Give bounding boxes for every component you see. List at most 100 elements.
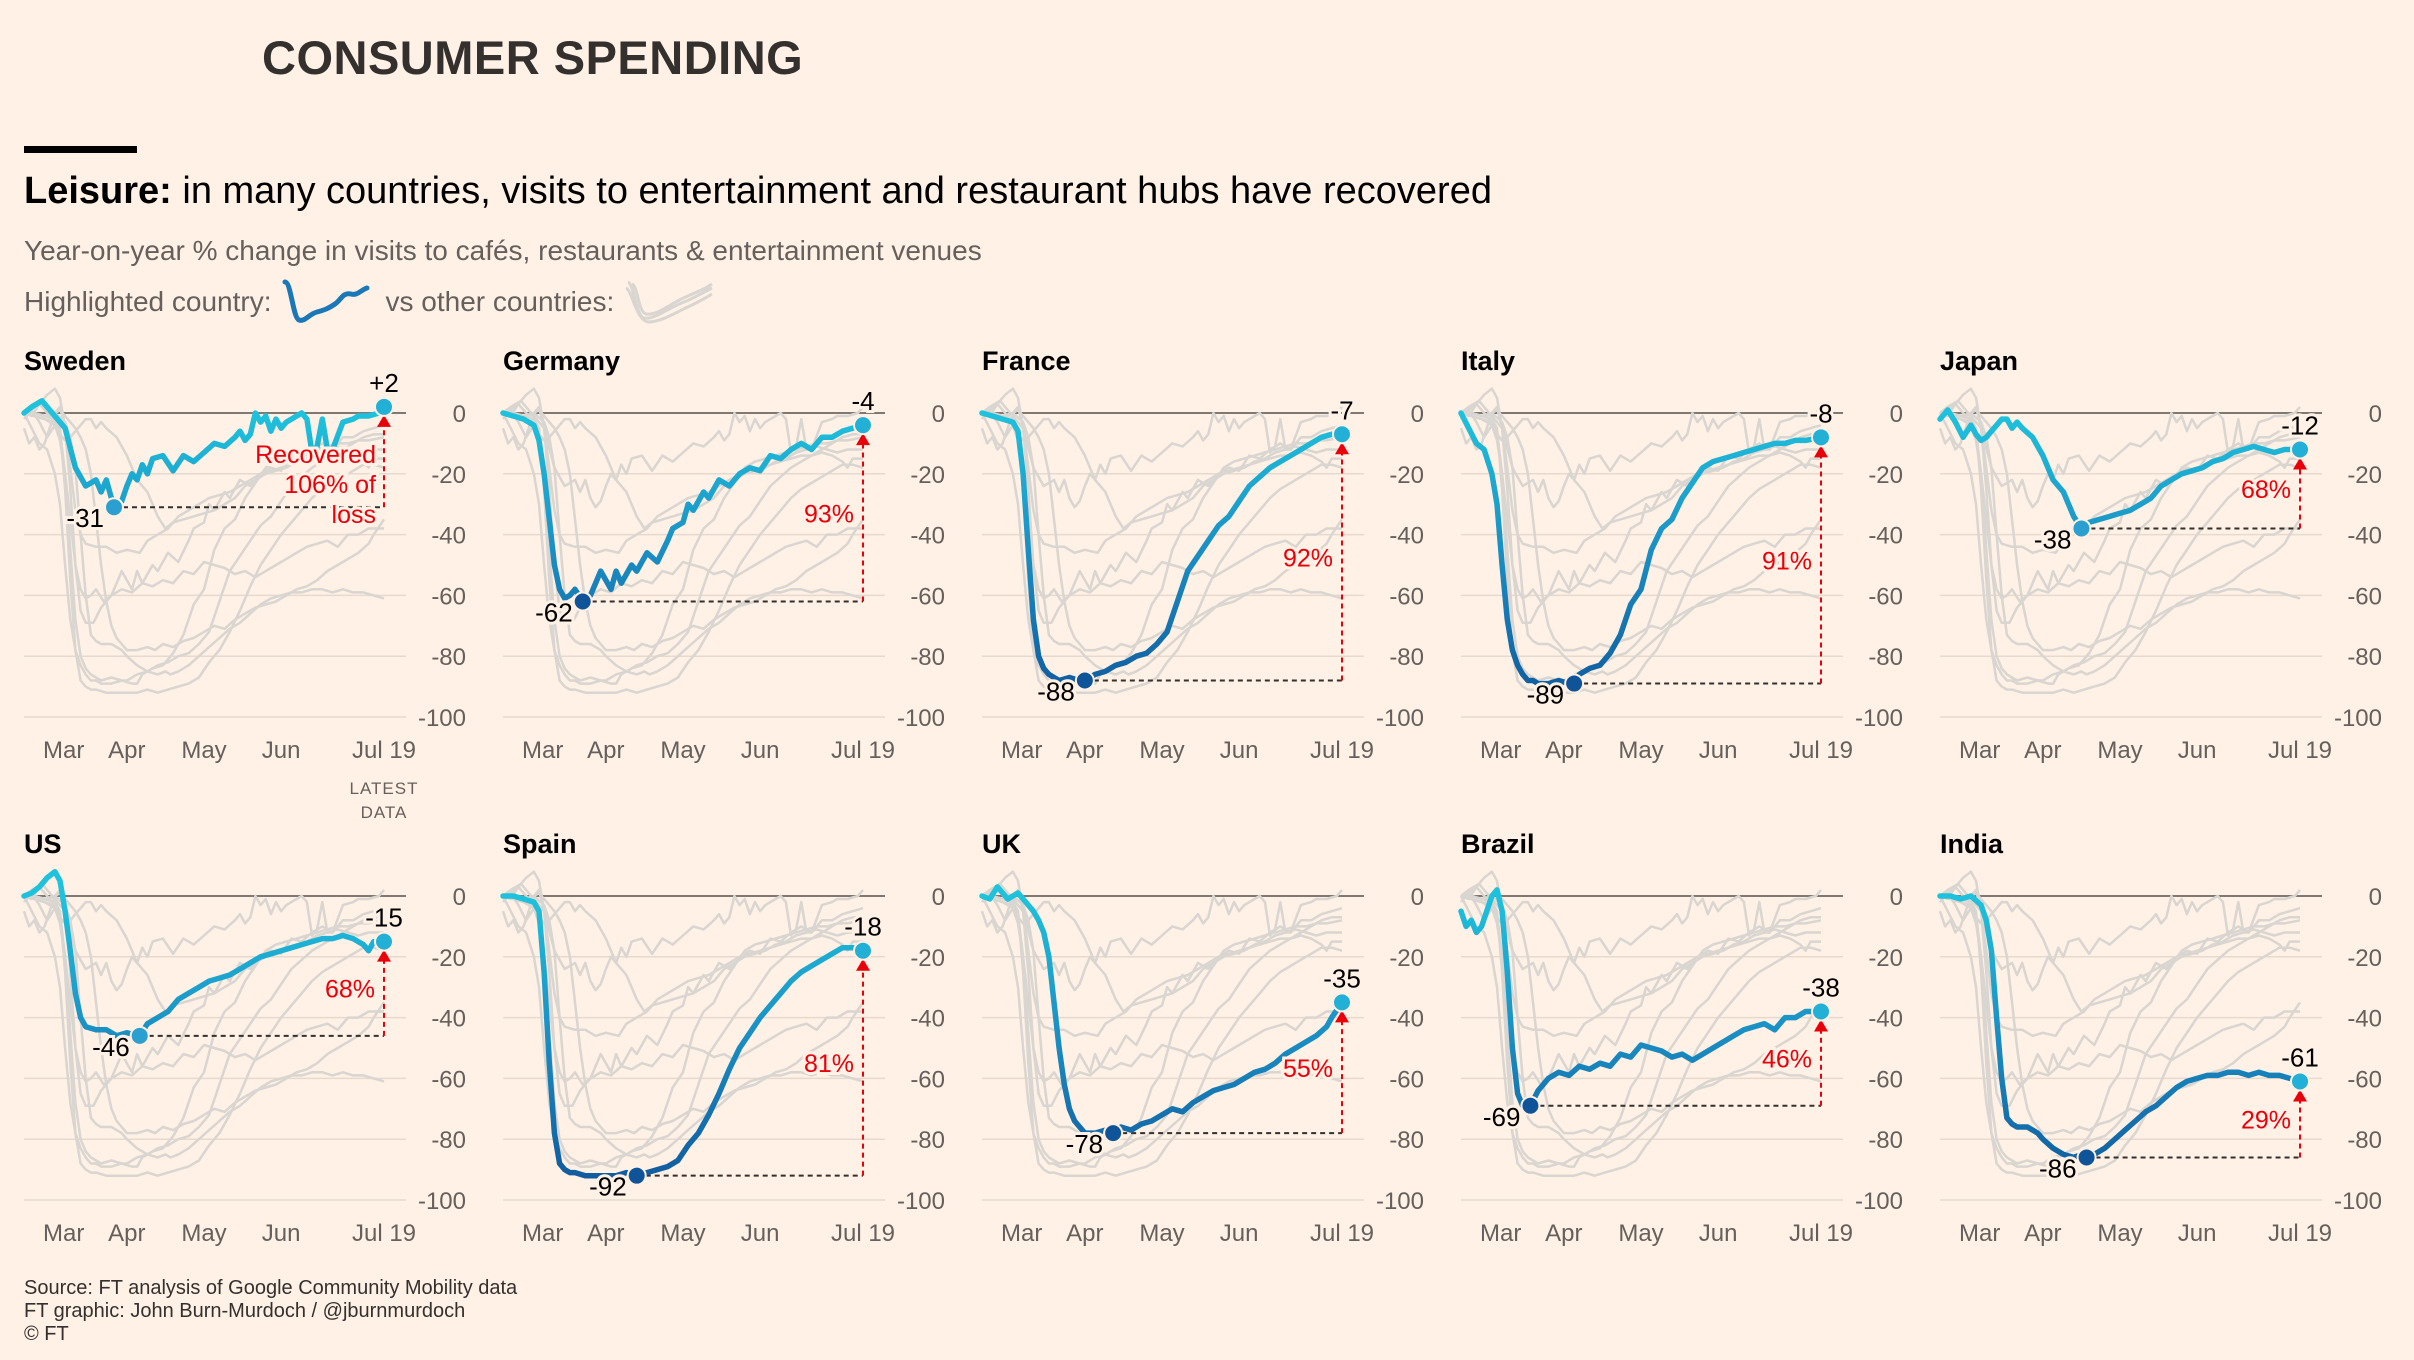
x-tick-label: Mar (43, 1220, 84, 1247)
recovery-arrowhead (1335, 442, 1349, 455)
y-tick-label: -20 (1389, 945, 1424, 972)
context-line-india (1461, 894, 1822, 1159)
x-tick-label: May (2097, 737, 2142, 764)
y-tick-label: 0 (1411, 401, 1424, 428)
y-tick-label: 0 (453, 401, 466, 428)
others-key-icon (625, 280, 714, 324)
trough-dot (2071, 518, 2092, 539)
title-rule (24, 146, 137, 153)
recovery-arrowhead (1814, 445, 1828, 458)
x-tick-label: May (2097, 1220, 2142, 1247)
highlight-line-brazil (1458, 887, 1824, 1109)
recovery-arrowhead (377, 414, 391, 427)
panel-title: UK (982, 829, 1021, 859)
context-line-france (1460, 894, 1821, 1165)
panel-title: Italy (1461, 346, 1515, 376)
context-line-uk (23, 402, 386, 652)
y-tick-label: -20 (1389, 462, 1424, 489)
latest-dot (2290, 439, 2310, 460)
x-tick-label: Jun (1220, 737, 1259, 764)
y-tick-label: -20 (910, 945, 945, 972)
context-line-spain (24, 411, 385, 694)
latest-label: -8 (1809, 398, 1832, 428)
y-tick-label: 0 (2369, 884, 2382, 911)
y-tick-label: -100 (418, 705, 466, 732)
y-tick-label: -80 (431, 1127, 466, 1154)
y-tick-label: -20 (910, 462, 945, 489)
graphic-credit: FT graphic: John Burn-Murdoch / @jburnmu… (24, 1300, 466, 1322)
y-tick-label: -60 (1868, 1066, 1903, 1093)
context-line-france (23, 411, 384, 682)
panel-title: India (1940, 829, 2004, 859)
panel-brazil: Brazil 0 -20 -40 -60 -80 -100 Mar Apr May Jun Jul 1… (1458, 829, 1903, 1247)
latest-label: -7 (1330, 395, 1353, 425)
context-line-sweden (502, 399, 864, 509)
y-tick-label: -100 (2334, 1188, 2382, 1215)
latest-dot (374, 931, 394, 952)
latest-label: -12 (2281, 410, 2319, 440)
context-line-uk (981, 402, 1344, 652)
y-tick-label: -80 (1868, 644, 1903, 671)
x-tick-label: Mar (1001, 1220, 1042, 1247)
panel-title: France (982, 346, 1071, 376)
y-tick-label: 0 (453, 884, 466, 911)
key-highlight-label: Highlighted country: (24, 286, 272, 317)
y-tick-label: -80 (431, 644, 466, 671)
y-tick-label: -100 (1376, 705, 1424, 732)
y-tick-label: 0 (932, 401, 945, 428)
y-tick-label: -80 (910, 644, 945, 671)
x-tick-label: Jul 19 (1789, 1220, 1853, 1247)
context-line-sweden (981, 399, 1343, 509)
y-tick-label: -60 (1868, 583, 1903, 610)
x-tick-label: Apr (587, 1220, 624, 1247)
x-tick-label: Apr (2024, 1220, 2061, 1247)
context-line-italy (501, 895, 864, 1168)
kicker: CONSUMER SPENDING (262, 31, 804, 84)
context-line-spain (24, 894, 385, 1177)
y-tick-label: -40 (1389, 1006, 1424, 1033)
highlight-line-us (21, 868, 387, 1039)
x-tick-label: Jun (1699, 737, 1738, 764)
chart-subtitle: Year-on-year % change in visits to cafés… (24, 235, 982, 266)
y-tick-label: -40 (2347, 1006, 2382, 1033)
panel-title: Sweden (24, 346, 126, 376)
y-tick-label: -20 (431, 945, 466, 972)
y-tick-label: -60 (910, 583, 945, 610)
x-tick-label: May (1139, 737, 1184, 764)
latest-data-note: DATA (361, 803, 408, 822)
panel-spain: Spain 0 -20 -40 -60 -80 -100 Mar Apr May Jun Jul 19… (500, 829, 945, 1247)
latest-dot (1332, 992, 1352, 1013)
trough-dot (626, 1165, 647, 1186)
context-line-spain (1461, 894, 1822, 1177)
panel-title: Spain (503, 829, 577, 859)
context-line-spain (982, 894, 1343, 1177)
headline-rest: in many countries, visits to entertainme… (171, 170, 1492, 212)
x-tick-label: May (1618, 737, 1663, 764)
context-line-france (502, 411, 863, 682)
recovery-label: 81% (804, 1050, 854, 1078)
y-tick-label: -80 (2347, 1127, 2382, 1154)
context-line-india (24, 894, 385, 1159)
x-tick-label: Apr (1066, 737, 1103, 764)
latest-dot (1811, 1001, 1831, 1022)
x-tick-label: Mar (1001, 737, 1042, 764)
context-line-brazil (980, 888, 1342, 1108)
context-line-spain (1461, 411, 1822, 694)
y-tick-label: -20 (431, 462, 466, 489)
latest-label: -18 (844, 912, 882, 942)
trough-label: -69 (1483, 1102, 1521, 1132)
context-line-italy (1459, 895, 1822, 1168)
context-line-sweden (1939, 882, 2301, 992)
x-tick-label: Jul 19 (1310, 1220, 1374, 1247)
recovery-label: 29% (2241, 1106, 2291, 1134)
latest-dot (853, 415, 873, 436)
panel-italy: Italy 0 -20 -40 -60 -80 -100 Mar Apr May Jun Jul 19… (1458, 346, 1903, 764)
chart-headline: Leisure: in many countries, visits to en… (24, 170, 1492, 213)
y-tick-label: -40 (1868, 523, 1903, 550)
y-tick-label: -60 (1389, 583, 1424, 610)
recovery-label: 92% (1283, 544, 1333, 572)
context-line-brazil (501, 888, 863, 1108)
panel-title: US (24, 829, 62, 859)
context-line-brazil (1938, 405, 2300, 625)
